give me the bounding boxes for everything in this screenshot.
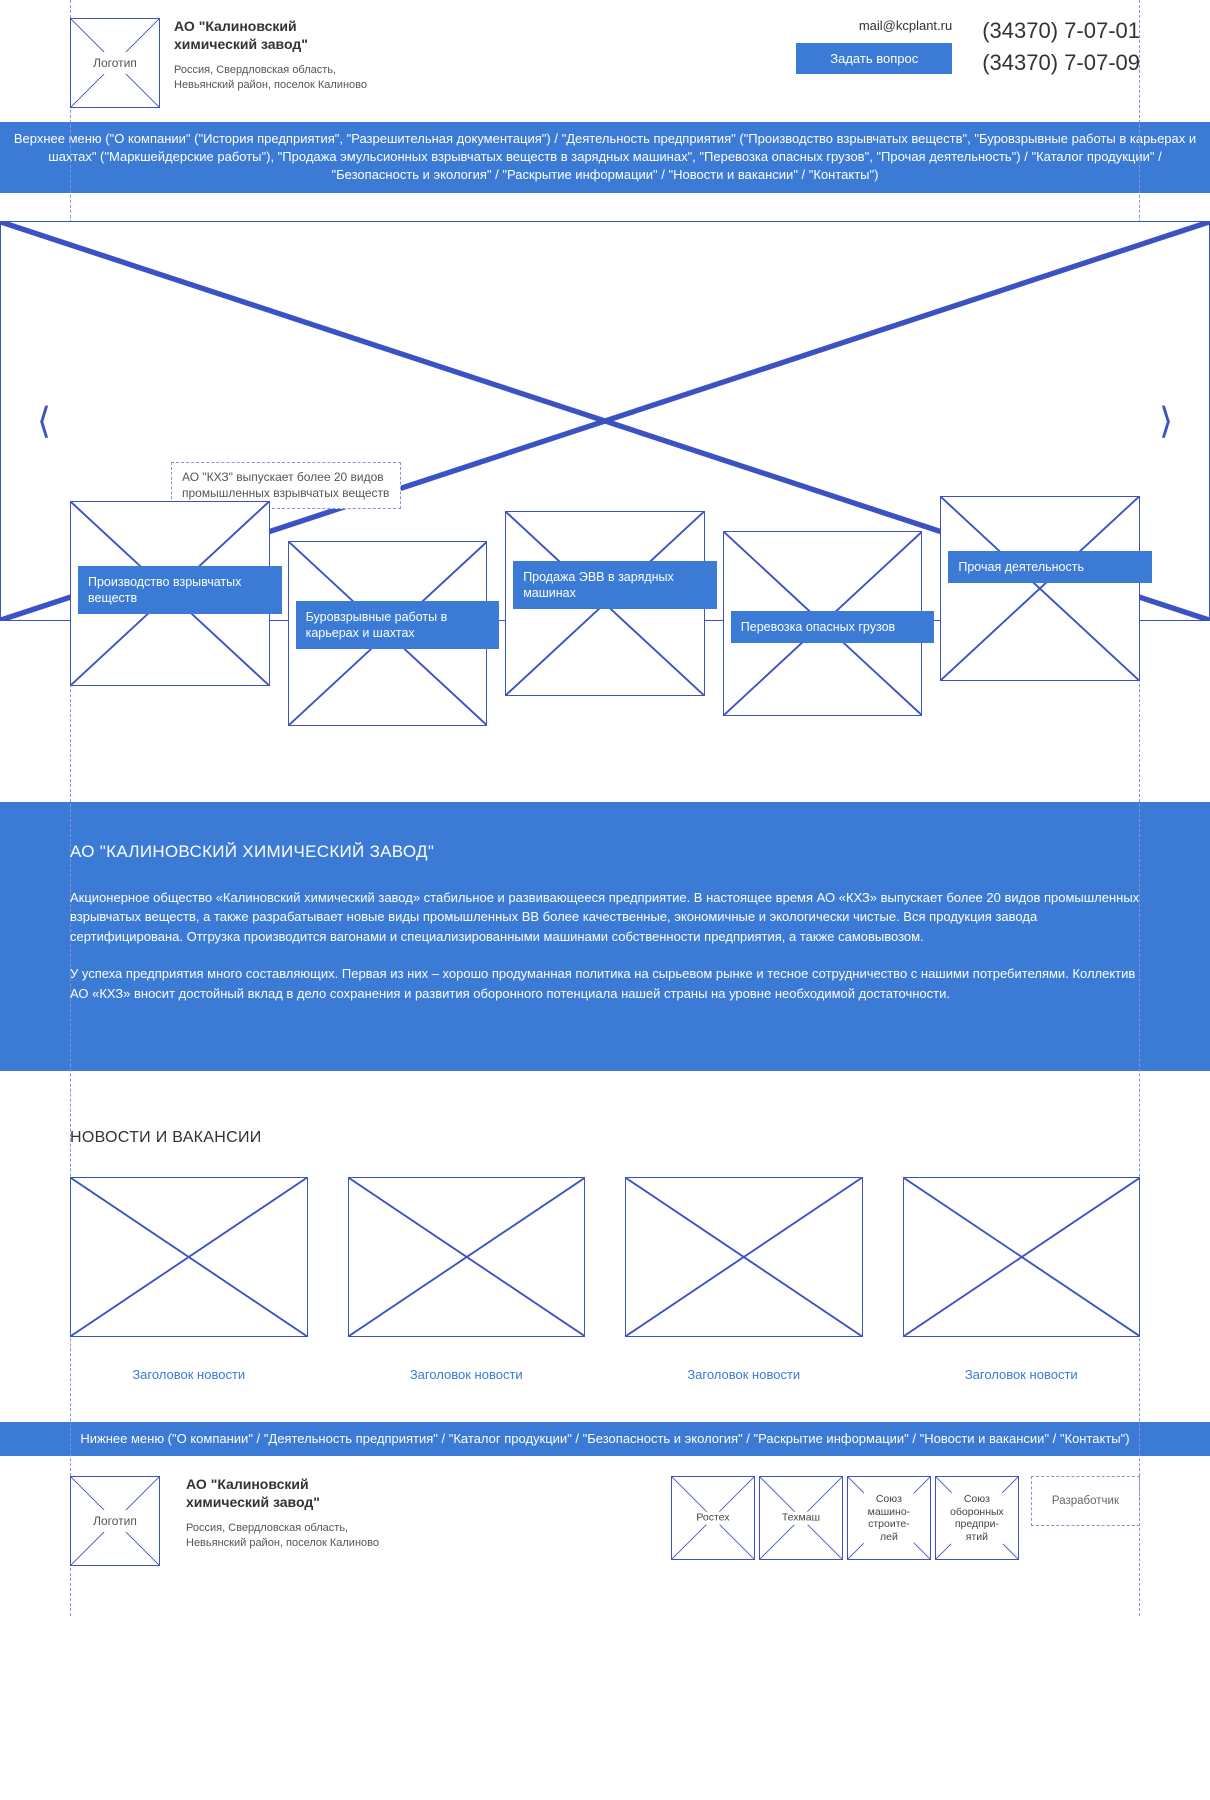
- news-caption: Заголовок новости: [903, 1367, 1141, 1382]
- activity-card[interactable]: Буровзрывные работы в карьерах и шахтах: [288, 501, 488, 726]
- activity-card[interactable]: Прочая деятельность: [940, 501, 1140, 726]
- news-section: НОВОСТИ И ВАКАНСИИ Заголовок новости Заг…: [70, 1071, 1140, 1422]
- partner-logo[interactable]: Ростех: [671, 1476, 755, 1560]
- card-label: Производство взрывчатых веществ: [78, 566, 282, 615]
- news-item[interactable]: Заголовок новости: [348, 1177, 586, 1382]
- company-name-line1: АО "Калиновский: [174, 18, 796, 36]
- news-item[interactable]: Заголовок новости: [903, 1177, 1141, 1382]
- partner-label: Союз оборонных предпри-ятий: [946, 1493, 1008, 1543]
- footer-address-line1: Россия, Свердловская область,: [186, 1521, 396, 1536]
- top-menu-text: Верхнее меню ("О компании" ("История пре…: [14, 131, 1196, 182]
- footer-address-line2: Невьянский район, поселок Калиново: [186, 1536, 396, 1551]
- card-label: Продажа ЭВВ в зарядных машинах: [513, 561, 717, 610]
- footer-company-name-line2: химический завод": [186, 1494, 629, 1512]
- phone-2[interactable]: (34370) 7-07-09: [982, 50, 1140, 76]
- news-image-placeholder: [625, 1177, 863, 1337]
- activity-cards-row: Производство взрывчатых веществ Буровзры…: [70, 501, 1140, 762]
- email-link[interactable]: mail@kcplant.ru: [796, 18, 952, 33]
- news-item[interactable]: Заголовок новости: [625, 1177, 863, 1382]
- bottom-menu-text: Нижнее меню ("О компании" / "Деятельност…: [80, 1431, 1129, 1446]
- partner-label: Техмаш: [778, 1512, 824, 1525]
- news-item[interactable]: Заголовок новости: [70, 1177, 308, 1382]
- news-image-placeholder: [348, 1177, 586, 1337]
- partner-label: Ростех: [692, 1512, 733, 1525]
- about-paragraph-1: Акционерное общество «Калиновский химиче…: [70, 888, 1140, 947]
- slider-prev-arrow[interactable]: ⟨: [37, 400, 51, 442]
- slider-next-arrow[interactable]: ⟩: [1159, 400, 1173, 442]
- news-caption: Заголовок новости: [70, 1367, 308, 1382]
- partner-logo[interactable]: Техмаш: [759, 1476, 843, 1560]
- top-menu-bar[interactable]: Верхнее меню ("О компании" ("История пре…: [0, 122, 1210, 193]
- ask-question-button[interactable]: Задать вопрос: [796, 43, 952, 74]
- page: Логотип АО "Калиновский химический завод…: [0, 0, 1210, 1616]
- footer-logo-placeholder: Логотип: [70, 1476, 160, 1566]
- about-title: АО "КАЛИНОВСКИЙ ХИМИЧЕСКИЙ ЗАВОД": [70, 842, 1140, 862]
- about-paragraph-2: У успеха предприятия много составляющих.…: [70, 964, 1140, 1003]
- news-caption: Заголовок новости: [348, 1367, 586, 1382]
- address-line2: Невьянский район, поселок Калиново: [174, 78, 384, 93]
- activity-card[interactable]: Перевозка опасных грузов: [723, 501, 923, 726]
- logo-placeholder: Логотип: [70, 18, 160, 108]
- partner-logo[interactable]: Союз машино-строите-лей: [847, 1476, 931, 1560]
- address-line1: Россия, Свердловская область,: [174, 63, 384, 78]
- footer: Логотип АО "Калиновский химический завод…: [70, 1456, 1140, 1616]
- bottom-menu-bar[interactable]: Нижнее меню ("О компании" / "Деятельност…: [0, 1422, 1210, 1456]
- news-image-placeholder: [70, 1177, 308, 1337]
- card-label: Перевозка опасных грузов: [731, 611, 935, 643]
- partner-label: Союз машино-строите-лей: [864, 1493, 914, 1543]
- about-section: АО "КАЛИНОВСКИЙ ХИМИЧЕСКИЙ ЗАВОД" Акцион…: [0, 802, 1210, 1072]
- logo-label: Логотип: [89, 52, 141, 74]
- card-image-placeholder: [940, 496, 1140, 681]
- news-image-placeholder: [903, 1177, 1141, 1337]
- partner-logo[interactable]: Союз оборонных предпри-ятий: [935, 1476, 1019, 1560]
- activity-card[interactable]: Производство взрывчатых веществ: [70, 501, 270, 726]
- news-title: НОВОСТИ И ВАКАНСИИ: [70, 1129, 1140, 1147]
- header: Логотип АО "Калиновский химический завод…: [70, 0, 1140, 122]
- partners-row: Ростех Техмаш Союз машино-строите-лей Со…: [671, 1476, 1019, 1560]
- card-label: Прочая деятельность: [948, 551, 1152, 583]
- company-name-line2: химический завод": [174, 36, 796, 54]
- developer-label[interactable]: Разработчик: [1031, 1476, 1140, 1526]
- footer-company-name-line1: АО "Калиновский: [186, 1476, 629, 1494]
- phone-1[interactable]: (34370) 7-07-01: [982, 18, 1140, 44]
- activity-card[interactable]: Продажа ЭВВ в зарядных машинах: [505, 501, 705, 726]
- card-label: Буровзрывные работы в карьерах и шахтах: [296, 601, 500, 650]
- news-caption: Заголовок новости: [625, 1367, 863, 1382]
- footer-logo-label: Логотип: [89, 1510, 141, 1532]
